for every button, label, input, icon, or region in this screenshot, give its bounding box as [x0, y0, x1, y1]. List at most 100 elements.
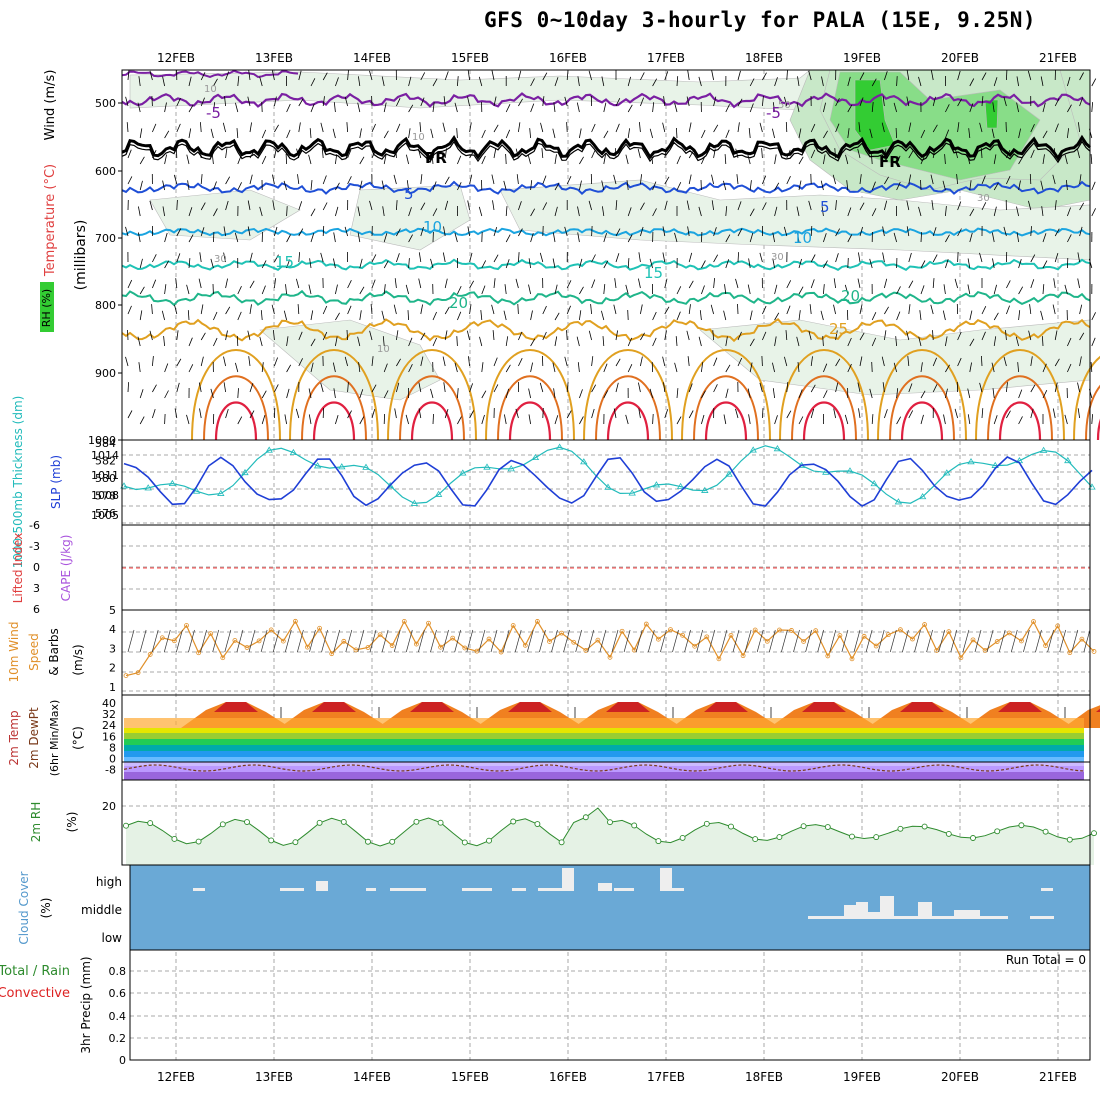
wind10-barb [853, 629, 861, 653]
wind-tick: 4 [109, 623, 116, 636]
wind-barb [308, 414, 312, 425]
wind-barb [797, 76, 800, 87]
wind-barb [577, 76, 580, 87]
wind-barb [1018, 310, 1021, 321]
wind-barb [871, 414, 874, 425]
wind-barb [1067, 207, 1071, 217]
rh2m-point [558, 839, 565, 846]
precip-tick: 0.4 [109, 1010, 127, 1023]
wind-barb [298, 228, 304, 237]
rh-legend-swatch [40, 282, 54, 332]
wind-barb [687, 356, 690, 367]
wind-barb [981, 408, 984, 419]
pressure-tick: 700 [95, 232, 116, 245]
wind-barb [249, 150, 255, 159]
wind-barb [200, 356, 204, 367]
wind-barb [469, 304, 472, 315]
wind-barb [469, 252, 473, 263]
wind-barb [945, 104, 950, 113]
thickness-point [313, 462, 322, 469]
wind10-point [353, 647, 359, 653]
rh2m-point [413, 818, 420, 825]
thickness-point [846, 467, 854, 474]
wind-barb [615, 358, 621, 367]
wind-barb [164, 363, 169, 373]
thickness-point [459, 469, 467, 476]
wind-barb [530, 208, 536, 217]
wind-tick: 1 [109, 681, 116, 694]
temp-tick: 0 [109, 753, 116, 766]
wind10-barb [781, 629, 788, 653]
wind-barb [603, 390, 609, 399]
wind-barb [1053, 148, 1056, 159]
wind-barb [457, 311, 462, 321]
wind-barb [223, 252, 226, 263]
wind-barb [310, 180, 313, 191]
wind-barb [798, 258, 802, 269]
wind-barb [698, 206, 702, 217]
wind-barb [882, 226, 885, 237]
pressure-tick: 900 [95, 367, 116, 380]
rh2m-point [824, 824, 831, 830]
wind-barb [601, 310, 605, 321]
wind10-barb [1035, 629, 1042, 653]
wind10-point [220, 655, 226, 661]
wind-barb [530, 180, 533, 191]
wind-barb [237, 388, 239, 399]
wind-barb [322, 175, 327, 185]
thickness-tick: 576 [95, 507, 116, 520]
rh-contour-label: 30 [977, 193, 990, 204]
wind-barb [1042, 233, 1047, 243]
wind-barb [138, 362, 141, 373]
wind10-point [789, 628, 794, 633]
wind-barb [188, 337, 193, 347]
wind10-point [619, 628, 625, 634]
wind-barb [884, 176, 889, 185]
wind-barb [723, 180, 727, 191]
wind10-point [413, 641, 419, 647]
wind-barb [688, 150, 694, 159]
wind-barb [505, 259, 510, 269]
wind-barb [1042, 260, 1048, 269]
wind-barb [249, 252, 253, 263]
wind-barb [772, 102, 775, 113]
wind-barb [444, 200, 449, 211]
wind-barb [247, 330, 251, 341]
wind-barb [823, 102, 826, 113]
wind-barb [613, 174, 617, 185]
wind10-point [535, 619, 540, 624]
wind-barb [259, 336, 263, 347]
wind10-barb [260, 629, 268, 653]
wind-barb [396, 358, 401, 367]
wind-barb [711, 70, 714, 81]
rh2m-point [316, 819, 323, 826]
wind-barb [286, 364, 292, 373]
cloud-bar [462, 888, 492, 891]
wind-barb [737, 122, 740, 133]
temp-contour-surface [583, 349, 673, 441]
wind-barb [725, 364, 731, 373]
wind-barb [735, 278, 739, 289]
wind-barb [1052, 174, 1056, 185]
wind-barb [991, 128, 995, 139]
thickness-point [531, 453, 540, 461]
wind-barb [176, 228, 182, 237]
ylabel-temp-unit: (°C) [71, 726, 85, 750]
wind-barb [333, 232, 336, 243]
wind-barb [173, 174, 178, 185]
wind-barb [249, 280, 255, 289]
wind-barb [957, 357, 962, 367]
wind-barb [200, 332, 206, 341]
wind-barb [981, 355, 983, 367]
wind-barb [591, 149, 596, 159]
wind-barb [884, 148, 887, 159]
wind-barb [871, 337, 877, 347]
wind-barb [858, 252, 861, 263]
wind-barb [957, 98, 963, 107]
wind-barb [908, 150, 914, 159]
wind-barb [896, 286, 901, 295]
thickness-point [507, 465, 515, 472]
wind-barb [675, 336, 678, 347]
wind-barb [1016, 76, 1019, 87]
wind-barb [127, 410, 133, 419]
